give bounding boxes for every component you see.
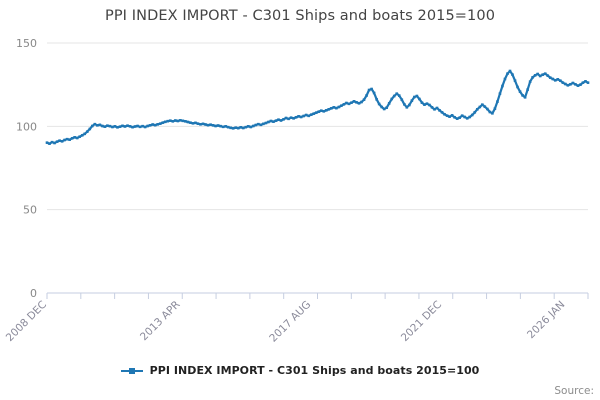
x-axis-tick-labels: 2008 DEC 2013 APR 2017 AUG 2021 DEC 2026 JAN: [4, 299, 568, 345]
y-axis-tick-labels: 0 50 100 150: [16, 37, 37, 300]
legend-line-marker-icon: [120, 367, 143, 374]
y-gridlines: [47, 42, 588, 294]
legend-item-label: PPI INDEX IMPORT - C301 Ships and boats …: [149, 364, 480, 377]
chart-title: PPI INDEX IMPORT - C301 Ships and boats …: [104, 8, 496, 24]
svg-text:2026 JAN: 2026 JAN: [525, 299, 567, 341]
svg-text:150: 150: [16, 37, 37, 50]
chart-legend: PPI INDEX IMPORT - C301 Ships and boats …: [0, 364, 600, 377]
svg-text:2021 DEC: 2021 DEC: [399, 299, 444, 344]
svg-text:0: 0: [30, 287, 37, 300]
series-line-ppi-index-import: [45, 69, 590, 145]
svg-text:2013 APR: 2013 APR: [138, 299, 182, 343]
svg-text:100: 100: [16, 120, 37, 133]
source-note: Source:: [554, 385, 594, 397]
svg-text:50: 50: [23, 204, 37, 217]
x-axis-line: [46, 293, 589, 299]
svg-text:2017 AUG: 2017 AUG: [267, 299, 313, 345]
svg-text:2008 DEC: 2008 DEC: [4, 299, 49, 344]
